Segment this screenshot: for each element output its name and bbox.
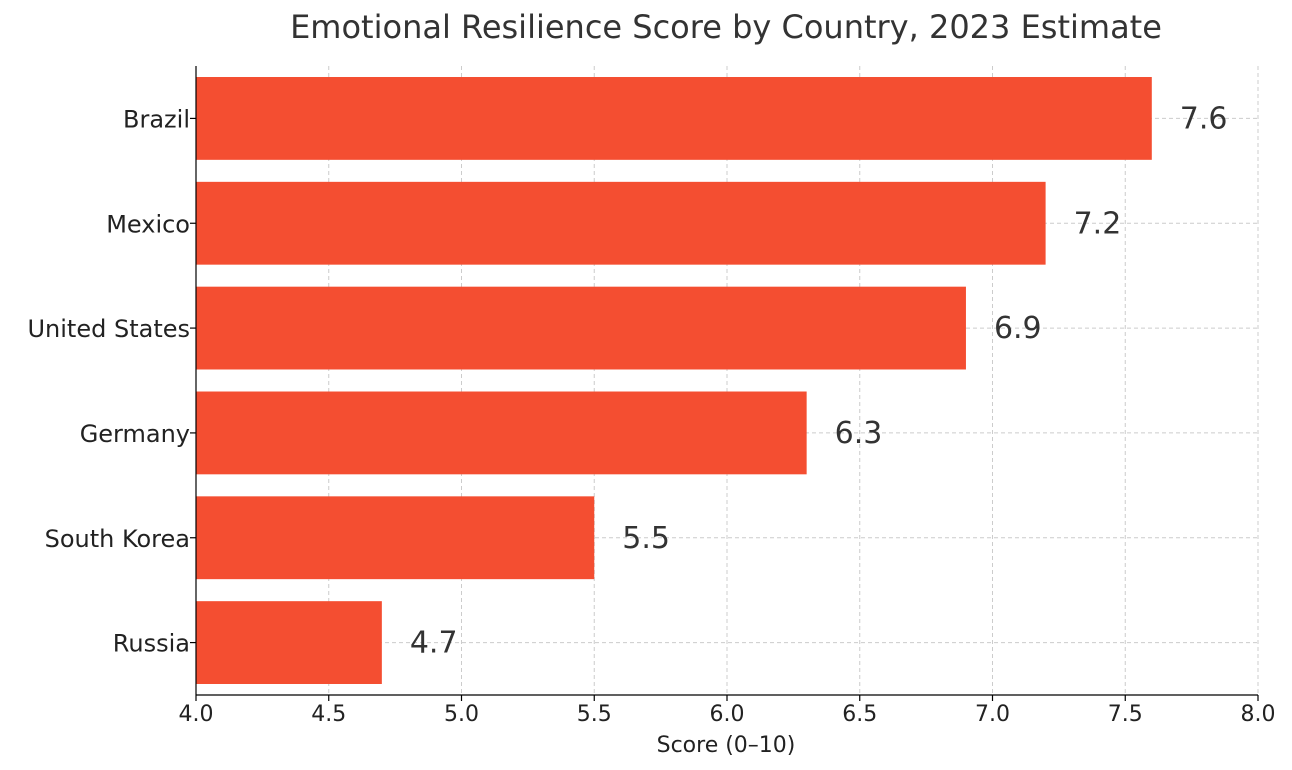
bar-layer: 7.6 7.2 6.9 6.3 5.5 4.7 [196, 77, 1228, 684]
bar [196, 391, 807, 475]
bar [196, 601, 382, 684]
value-label: 4.7 [410, 626, 458, 661]
bar [196, 286, 966, 370]
x-tick-label: 6.5 [842, 702, 877, 727]
chart-title: Emotional Resilience Score by Country, 2… [290, 8, 1162, 46]
value-label: 6.3 [835, 416, 883, 451]
x-tick-label: 7.0 [975, 702, 1010, 727]
x-tick-label: 5.0 [444, 702, 479, 727]
x-tick-label: 4.5 [311, 702, 346, 727]
grid-layer [195, 66, 1259, 695]
category-label: Germany [80, 420, 190, 448]
axis-layer: 4.0 4.5 5.0 5.5 6.0 6.5 7.0 7.5 8.0 Brazil Mexico U… [27, 66, 1276, 727]
x-axis-title: Score (0–10) [657, 733, 796, 758]
category-label: Brazil [123, 105, 190, 133]
x-tick-label: 5.5 [577, 702, 612, 727]
x-tick-label: 6.0 [710, 702, 745, 727]
value-label: 7.6 [1180, 101, 1228, 136]
x-tick-label: 8.0 [1241, 702, 1276, 727]
category-label: United States [27, 315, 190, 343]
bar [196, 496, 595, 580]
value-label: 5.5 [622, 521, 670, 556]
bar [196, 181, 1046, 265]
x-tick-label: 7.5 [1108, 702, 1143, 727]
category-label: South Korea [45, 525, 190, 553]
category-label: Russia [113, 630, 190, 658]
value-label: 6.9 [994, 311, 1042, 346]
value-label: 7.2 [1074, 206, 1122, 241]
bar [196, 77, 1152, 160]
x-tick-label: 4.0 [179, 702, 214, 727]
category-label: Mexico [106, 210, 190, 238]
